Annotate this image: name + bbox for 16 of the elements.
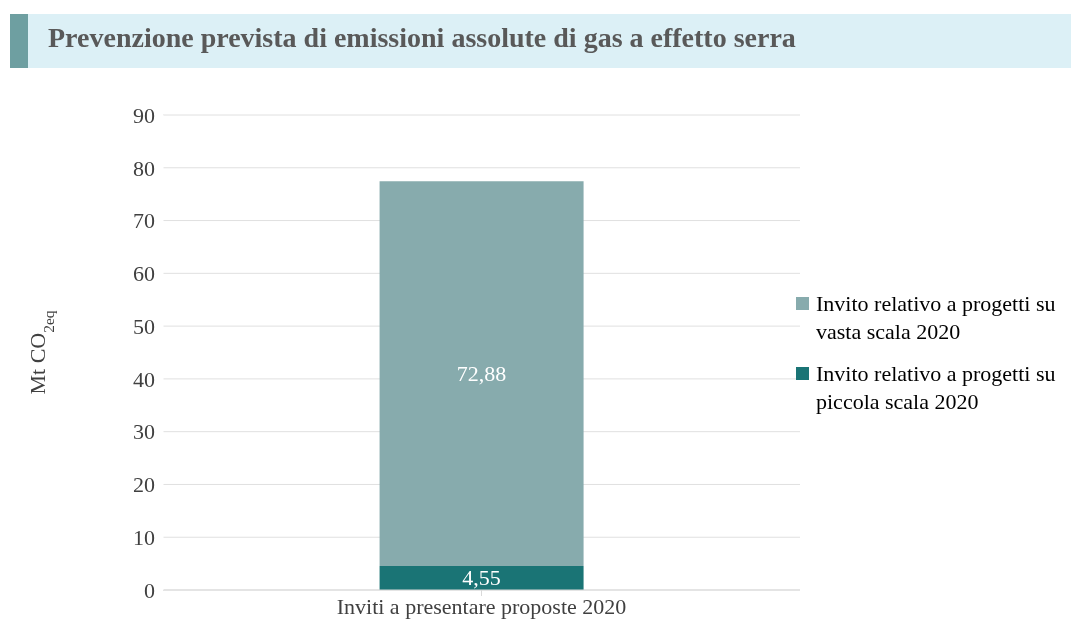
data-label: 4,55	[462, 565, 501, 591]
x-tick-label: Inviti a presentare proposte 2020	[336, 593, 627, 619]
y-tick-label: 90	[133, 102, 155, 128]
y-tick-label: 10	[133, 525, 155, 551]
y-tick-label: 40	[133, 366, 155, 392]
y-tick-label: 30	[133, 419, 155, 445]
legend-label: Invito relativo a progetti su piccola scala 2020	[816, 360, 1057, 416]
legend-label: Invito relativo a progetti su vasta scala 2020	[816, 290, 1057, 346]
chart-title: Prevenzione prevista di emissioni assolute di gas a effetto serra	[48, 22, 796, 54]
y-tick-label: 50	[133, 313, 155, 339]
data-label: 72,88	[456, 361, 507, 387]
y-tick-label: 70	[133, 208, 155, 234]
y-tick-label: 20	[133, 472, 155, 498]
y-tick-label: 0	[144, 577, 155, 603]
y-tick-label: 60	[133, 261, 155, 287]
y-tick-label: 80	[133, 155, 155, 181]
